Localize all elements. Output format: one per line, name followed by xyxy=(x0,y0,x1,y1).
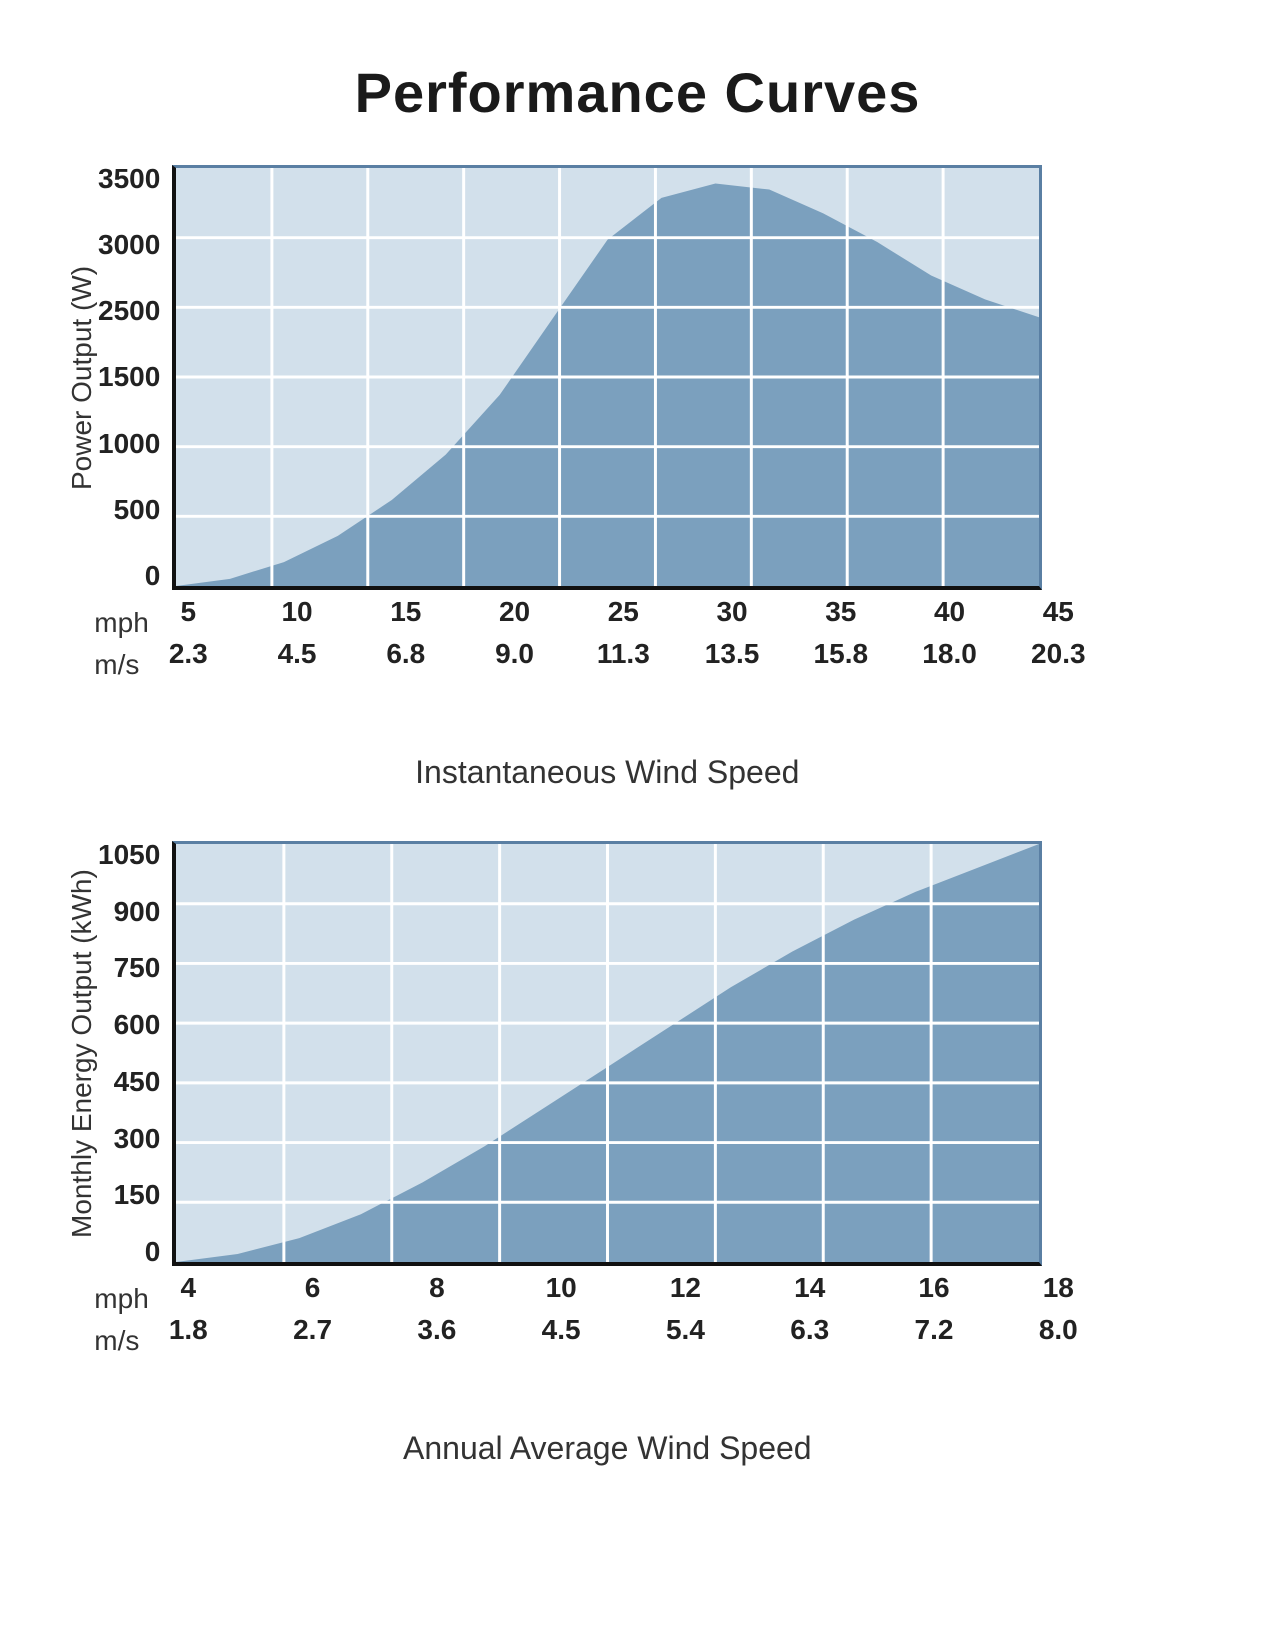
x-tick-label: 9.0 xyxy=(495,638,534,670)
chart2-x-ticks: mph4681012141618m/s1.82.73.64.55.46.37.2… xyxy=(94,1266,1058,1350)
y-tick-label: 2500 xyxy=(98,297,160,325)
chart1-plot-area xyxy=(172,165,1042,590)
area-fill xyxy=(176,184,1039,586)
y-tick-label: 1500 xyxy=(98,363,160,391)
y-tick-label: 300 xyxy=(114,1125,161,1153)
x-unit-label: mph xyxy=(94,607,188,639)
x-tick-label: 11.3 xyxy=(597,638,650,670)
x-tick-label: 13.5 xyxy=(705,638,760,670)
x-tick-label: 2.7 xyxy=(293,1314,332,1346)
x-tick-label: 6.8 xyxy=(386,638,425,670)
x-tick-label: 18 xyxy=(1043,1272,1074,1304)
x-tick-label: 18.0 xyxy=(922,638,977,670)
x-tick-label: 4.5 xyxy=(278,638,317,670)
y-tick-label: 3000 xyxy=(98,231,160,259)
y-tick-label: 1050 xyxy=(98,841,160,869)
chart1-x-axis-label: Instantaneous Wind Speed xyxy=(172,754,1042,791)
power-output-chart: Power Output (W) 3500 3000 2500 1500 1000 500… xyxy=(60,165,1215,791)
x-tick-label: 4.5 xyxy=(542,1314,581,1346)
x-tick-label: 5 xyxy=(181,596,197,628)
chart1-y-axis-label: Power Output (W) xyxy=(60,165,98,590)
x-tick-label: 8 xyxy=(429,1272,445,1304)
x-tick-label: 30 xyxy=(716,596,747,628)
chart2-y-axis-label: Monthly Energy Output (kWh) xyxy=(60,841,98,1266)
x-tick-label: 4 xyxy=(181,1272,197,1304)
x-tick-label: 25 xyxy=(608,596,639,628)
y-tick-label: 900 xyxy=(114,898,161,926)
y-tick-label: 500 xyxy=(114,496,161,524)
y-tick-label: 0 xyxy=(145,562,161,590)
chart2-x-axis-label: Annual Average Wind Speed xyxy=(172,1430,1042,1467)
x-tick-label: 15 xyxy=(390,596,421,628)
x-tick-label: 5.4 xyxy=(666,1314,705,1346)
x-tick-label: 40 xyxy=(934,596,965,628)
chart2-plot-area xyxy=(172,841,1042,1266)
x-tick-label: 3.6 xyxy=(417,1314,456,1346)
x-tick-label: 45 xyxy=(1043,596,1074,628)
y-tick-label: 0 xyxy=(145,1238,161,1266)
x-tick-label: 12 xyxy=(670,1272,701,1304)
x-tick-label: 15.8 xyxy=(814,638,869,670)
y-tick-label: 150 xyxy=(114,1181,161,1209)
x-unit-label: mph xyxy=(94,1283,188,1315)
x-tick-label: 20 xyxy=(499,596,530,628)
x-tick-label: 7.2 xyxy=(915,1314,954,1346)
energy-output-chart: Monthly Energy Output (kWh) 105090075060… xyxy=(60,841,1215,1467)
y-tick-label: 3500 xyxy=(98,165,160,193)
x-tick-label: 10 xyxy=(546,1272,577,1304)
chart1-y-ticks: 3500 3000 2500 1500 1000 500 0 xyxy=(98,165,172,590)
x-tick-label: 10 xyxy=(281,596,312,628)
x-tick-label: 8.0 xyxy=(1039,1314,1078,1346)
chart1-x-ticks: mph51015202530354045m/s2.34.56.89.011.31… xyxy=(94,590,1058,674)
y-tick-label: 450 xyxy=(114,1068,161,1096)
x-tick-label: 20.3 xyxy=(1031,638,1086,670)
y-tick-label: 750 xyxy=(114,954,161,982)
x-tick-label: 14 xyxy=(794,1272,825,1304)
y-tick-label: 600 xyxy=(114,1011,161,1039)
x-tick-label: 35 xyxy=(825,596,856,628)
x-tick-label: 16 xyxy=(918,1272,949,1304)
chart2-y-ticks: 1050 900 750 600 450 300 150 0 xyxy=(98,841,172,1266)
page: Performance Curves Power Output (W) 3500… xyxy=(0,0,1275,1577)
y-tick-label: 1000 xyxy=(98,430,160,458)
x-tick-label: 1.8 xyxy=(169,1314,208,1346)
x-tick-label: 6 xyxy=(305,1272,321,1304)
x-tick-label: 2.3 xyxy=(169,638,208,670)
page-title: Performance Curves xyxy=(60,60,1215,125)
x-tick-label: 6.3 xyxy=(790,1314,829,1346)
